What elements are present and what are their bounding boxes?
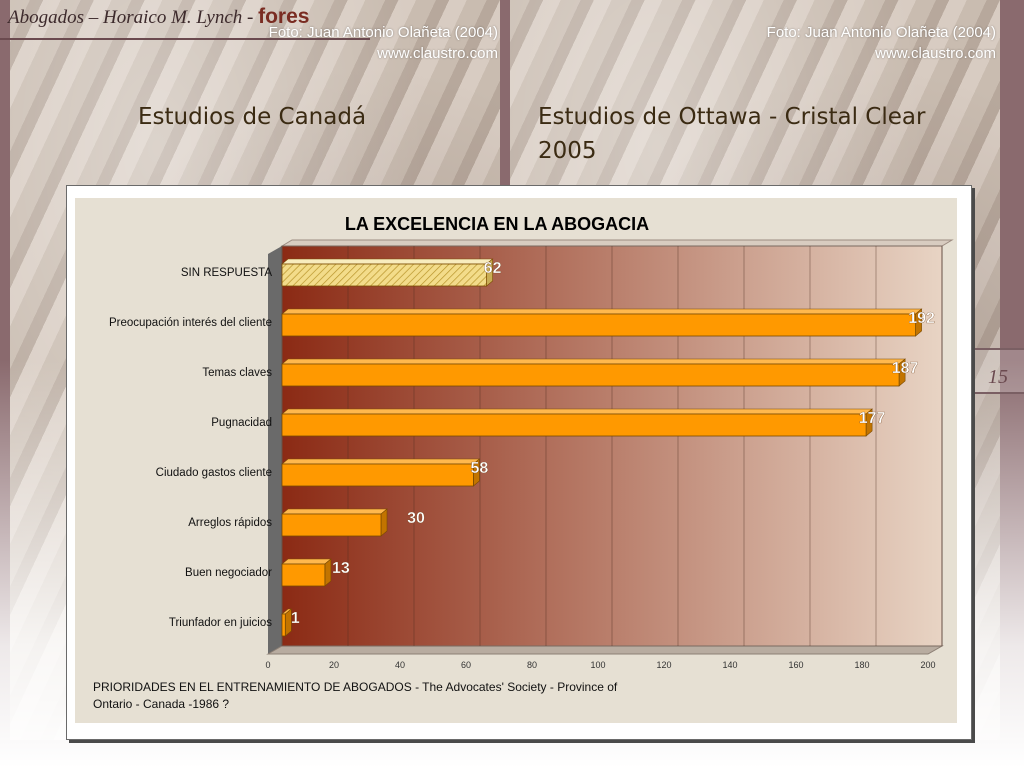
x-tick-label: 0 xyxy=(265,660,270,670)
category-label: Arreglos rápidos xyxy=(188,517,272,529)
data-label: 30 xyxy=(407,510,425,527)
bar-top xyxy=(281,308,923,315)
plot-floor xyxy=(266,645,944,655)
bar xyxy=(281,563,326,587)
page-number: 15 xyxy=(988,366,1008,388)
bar xyxy=(281,263,488,287)
data-label: 187 xyxy=(892,360,919,377)
bar-side xyxy=(324,558,332,587)
bar-top xyxy=(281,558,332,565)
source-note-line1: PRIORIDADES EN EL ENTRENAMIENTO DE ABOGA… xyxy=(93,680,618,694)
x-tick-label: 20 xyxy=(329,660,339,670)
data-label: 13 xyxy=(332,560,350,577)
brand-strong: fores xyxy=(258,5,310,28)
x-tick-label: 140 xyxy=(722,660,737,670)
source-note-line2: Ontario - Canada -1986 ? xyxy=(93,697,229,711)
bar-top xyxy=(281,508,388,515)
photo-credit-left-url: www.claustro.com xyxy=(377,45,498,62)
data-label: 192 xyxy=(908,310,935,327)
header-bar xyxy=(0,0,370,40)
chart-title: LA EXCELENCIA EN LA ABOGACIA xyxy=(345,214,649,234)
data-label: 1 xyxy=(291,610,300,627)
bar-top xyxy=(281,408,873,415)
bar xyxy=(281,363,900,387)
bar xyxy=(281,413,867,437)
page-number-box xyxy=(972,348,1024,394)
photo-credit-right-author: Foto: Juan Antonio Olañeta (2004) xyxy=(766,24,996,41)
category-label: Triunfador en juicios xyxy=(169,617,272,629)
data-label: 177 xyxy=(859,410,886,427)
photo-credit-right: Foto: Juan Antonio Olañeta (2004) www.cl… xyxy=(748,22,996,64)
chart-frame: 0 20 40 60 80 100 120 140 160 180 200 LA EXCELENCIA… xyxy=(66,185,972,740)
bar xyxy=(281,513,382,537)
brand-title: Abogados – Horaico M. Lynch - fores xyxy=(8,5,309,29)
x-tick-label: 100 xyxy=(590,660,605,670)
x-tick-label: 160 xyxy=(788,660,803,670)
x-tick-label: 200 xyxy=(920,660,935,670)
bar xyxy=(281,313,916,337)
x-tick-label: 120 xyxy=(656,660,671,670)
x-tick-label: 40 xyxy=(395,660,405,670)
x-tick-label: 60 xyxy=(461,660,471,670)
photo-credit-left-author: Foto: Juan Antonio Olañeta (2004) xyxy=(268,24,498,41)
photo-credit-left: Foto: Juan Antonio Olañeta (2004) www.cl… xyxy=(250,22,498,64)
x-tick-label: 80 xyxy=(527,660,537,670)
data-label: 58 xyxy=(471,460,489,477)
bar-top xyxy=(281,358,906,365)
category-label: Pugnacidad xyxy=(211,417,272,429)
x-tick-label: 180 xyxy=(854,660,869,670)
bar-top xyxy=(281,458,481,465)
bar-top xyxy=(281,258,494,265)
heading-left: Estudios de Canadá xyxy=(138,104,367,130)
data-label: 62 xyxy=(484,260,502,277)
bar-chart: 0 20 40 60 80 100 120 140 160 180 200 LA EXCELENCIA… xyxy=(93,214,954,711)
brand-text: Abogados – Horaico M. Lynch - xyxy=(8,7,259,28)
heading-right: Estudios de Ottawa - Cristal Clear 2005 xyxy=(538,104,926,164)
bar-side xyxy=(380,508,388,537)
category-label: Temas claves xyxy=(202,367,272,379)
photo-credit-right-url: www.claustro.com xyxy=(875,45,996,62)
category-label: Preocupación interés del cliente xyxy=(109,317,272,329)
bar xyxy=(281,463,474,487)
category-label: Buen negociador xyxy=(185,567,272,579)
plot-left-wall xyxy=(268,246,282,654)
plot-top-edge xyxy=(280,239,954,247)
category-label: SIN RESPUESTA xyxy=(181,267,272,279)
bar xyxy=(281,613,286,637)
category-label: Ciudado gastos cliente xyxy=(156,467,272,479)
